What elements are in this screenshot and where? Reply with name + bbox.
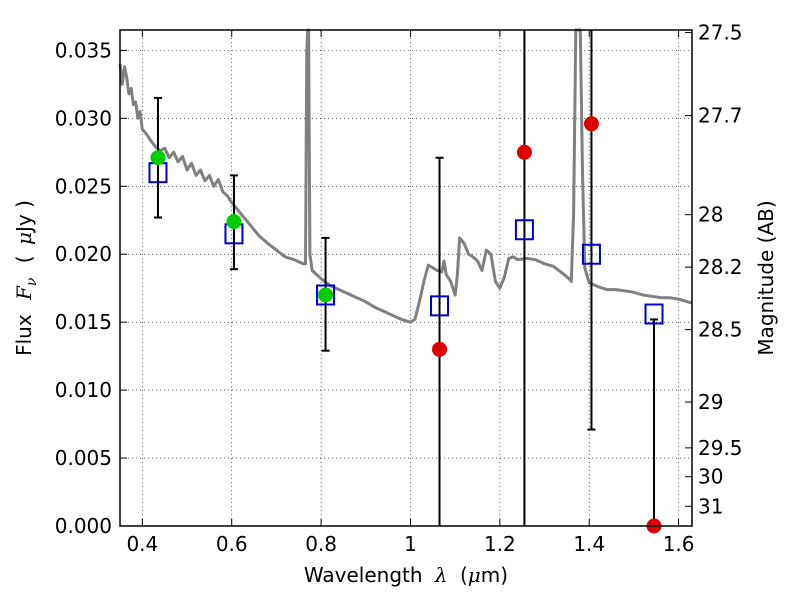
x-axis-unit-rest: m) [481,563,508,587]
y-axis-subscript: ν [24,277,40,286]
y-axis-symbol: F [12,285,36,301]
y-tick-label: 0.005 [55,446,112,470]
axis-ticks: 0.4 0.6 0.8 1 1.2 1.4 1.6 0.000 0.005 0.010 0.015 0… [55,21,743,556]
observed-flux-point [432,341,448,357]
x-axis-symbol: λ [434,563,448,587]
y-axis-unit-open: ( [12,255,36,263]
y-tick-label: 0.020 [55,242,112,266]
observed-flux-point [583,116,599,132]
magnitude-tick-label: 29 [698,390,723,414]
y-axis-unit-mu: μ [12,232,36,245]
y-tick-label: 0.015 [55,310,112,334]
magnitude-tick-label: 31 [698,494,723,518]
grid [120,30,692,527]
magnitude-tick-label: 28 [698,203,723,227]
x-axis-unit-mu: μ [468,563,481,587]
model-sed-line [118,28,693,324]
x-tick-label: 1.4 [573,532,605,556]
magnitude-tick-label: 30 [698,465,723,489]
model-photometry-marker [581,243,601,265]
observed-flux-point [150,150,166,166]
model-photometry-marker [316,284,336,306]
y2-axis-title: Magnitude (AB) [754,200,778,355]
x-axis-title-prefix: Wavelength [304,563,423,587]
y-axis-title-prefix: Flux [12,314,36,356]
model-photometry-marker [514,219,534,241]
magnitude-tick-label: 27.7 [698,104,743,128]
x-tick-label: 1.2 [484,532,516,556]
plot-frame [119,29,693,527]
magnitude-tick-label: 28.2 [698,255,743,279]
observed-flux-point [516,144,532,160]
magnitude-tick-label: 27.5 [698,21,743,45]
y-tick-label: 0.010 [55,378,112,402]
y-axis-unit-rest: Jy ) [12,200,36,234]
observed-flux-layer [150,116,662,534]
observed-flux-point [226,214,242,230]
model-photometry-marker [430,295,450,317]
x-tick-label: 1 [404,532,417,556]
x-axis-title: Wavelength λ (μm) [304,563,508,587]
magnitude-tick-label: 28.5 [698,318,743,342]
magnitude-tick-label: 29.5 [698,436,743,460]
y-tick-label: 0.000 [55,514,112,538]
x-tick-label: 0.4 [126,532,158,556]
model-sed-layer [118,28,693,324]
observed-flux-point [318,287,334,303]
x-tick-label: 1.6 [663,532,695,556]
y-tick-label: 0.035 [55,38,112,62]
x-axis-unit-open: ( [460,563,468,587]
x-tick-label: 0.6 [216,532,248,556]
model-photometry-marker [644,303,664,325]
y-tick-label: 0.025 [55,174,112,198]
y-axis-title: Flux Fν ( μJy ) [12,200,41,356]
y-tick-label: 0.030 [55,106,112,130]
x-tick-label: 0.8 [305,532,337,556]
